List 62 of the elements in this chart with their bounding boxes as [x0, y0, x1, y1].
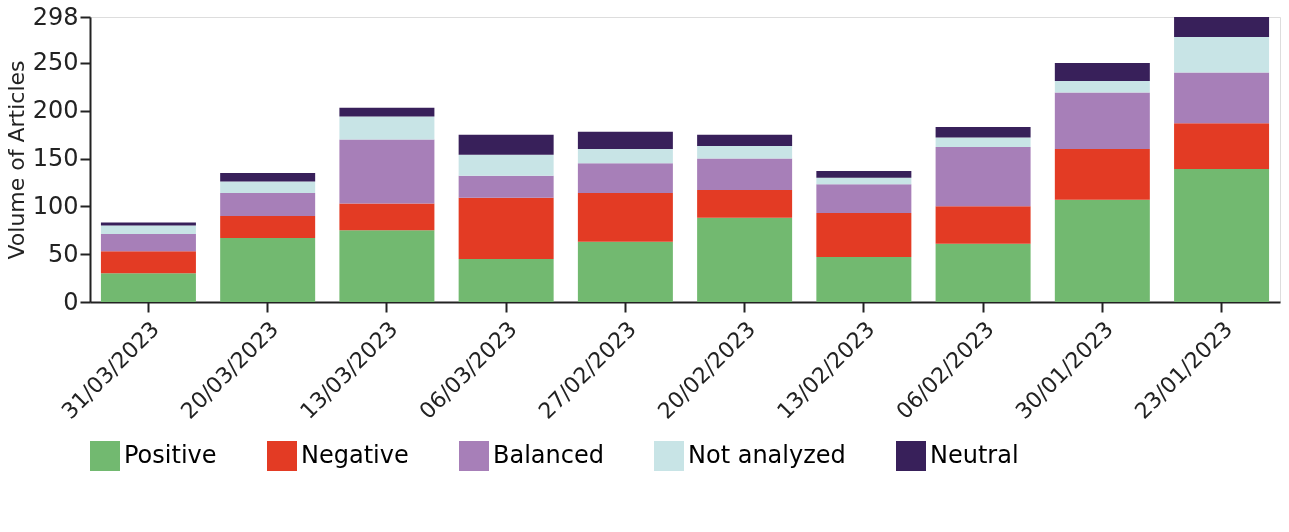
legend-label: Not analyzed	[688, 441, 846, 469]
bar	[935, 137, 1031, 148]
bar	[1054, 62, 1150, 82]
bar	[577, 241, 673, 302]
y-tick-label: 250	[32, 48, 79, 77]
bar	[458, 197, 554, 259]
bar	[220, 215, 316, 238]
legend-label: Positive	[124, 441, 217, 469]
bar	[1054, 148, 1150, 200]
bar	[220, 237, 316, 302]
y-tick-label: 50	[47, 239, 79, 268]
bar	[577, 192, 673, 242]
bar	[1054, 199, 1150, 302]
y-tick-label: 100	[32, 191, 79, 220]
bar	[697, 158, 793, 191]
bar	[1174, 17, 1270, 38]
bar	[339, 107, 435, 117]
bar	[339, 139, 435, 204]
bar	[1174, 37, 1270, 73]
bar	[697, 217, 793, 302]
y-axis-title: Volume of Articles	[3, 60, 29, 260]
bar	[577, 163, 673, 193]
bar	[935, 206, 1031, 244]
bar	[458, 134, 554, 155]
bar	[458, 258, 554, 302]
bar	[339, 230, 435, 302]
bar	[816, 177, 912, 185]
bar	[816, 257, 912, 302]
bar	[458, 154, 554, 176]
legend-label: Neutral	[930, 441, 1019, 469]
bar	[339, 116, 435, 140]
legend-label: Balanced	[493, 441, 604, 469]
bar	[697, 146, 793, 159]
bar	[816, 184, 912, 214]
bar	[577, 148, 673, 164]
bar	[1174, 72, 1270, 124]
bar	[220, 192, 316, 216]
bar	[1174, 169, 1270, 302]
bar	[339, 203, 435, 231]
bar	[935, 243, 1031, 302]
bar	[1054, 81, 1150, 93]
bar	[935, 126, 1031, 138]
bar	[1054, 92, 1150, 149]
bar	[697, 190, 793, 218]
bar	[697, 134, 793, 147]
bar	[100, 251, 196, 274]
bar	[100, 273, 196, 302]
bar	[220, 172, 316, 182]
bar	[935, 147, 1031, 207]
bar	[220, 181, 316, 193]
bar	[577, 131, 673, 149]
bar	[816, 213, 912, 258]
y-tick-label: 0	[63, 287, 79, 316]
y-tick-label: 298	[32, 2, 79, 31]
legend-label: Negative	[301, 441, 409, 469]
y-tick-label: 150	[32, 144, 79, 173]
bar	[1174, 123, 1270, 170]
bar	[458, 175, 554, 198]
bar	[100, 234, 196, 252]
bar	[100, 225, 196, 235]
bar	[816, 170, 912, 178]
y-tick-label: 200	[32, 96, 79, 125]
